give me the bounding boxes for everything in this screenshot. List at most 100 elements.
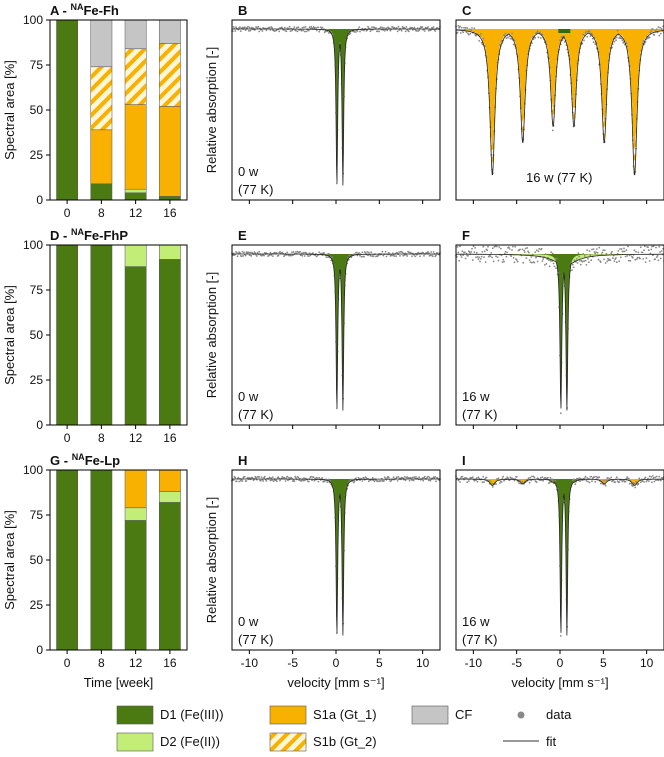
data-point (268, 254, 271, 256)
data-point (486, 249, 489, 252)
data-point (407, 477, 410, 479)
annotation-text: 16 w (77 K) (526, 170, 592, 185)
y-axis-label: Spectral area [%] (2, 510, 17, 610)
data-point (422, 479, 425, 482)
data-point (277, 254, 280, 257)
bar-segment-s1b-gt-2- (159, 43, 181, 107)
data-point (315, 27, 317, 29)
data-point (511, 249, 513, 251)
data-point (523, 251, 526, 254)
data-point (369, 30, 372, 33)
data-point (310, 475, 313, 478)
data-point (604, 484, 607, 487)
data-point (571, 269, 573, 271)
data-point (490, 252, 493, 254)
data-point (576, 477, 579, 480)
data-point (503, 252, 506, 255)
data-point (542, 479, 545, 482)
data-point (639, 257, 641, 260)
data-point (398, 29, 401, 31)
data-point (528, 481, 531, 484)
data-point (549, 477, 552, 479)
data-point (497, 477, 500, 480)
data-point (265, 29, 268, 32)
y-tick-label: 100 (23, 13, 43, 27)
data-point (498, 246, 501, 248)
title-main: Fe-Lp (85, 453, 120, 468)
legend-label: S1b (Gt_2) (313, 734, 377, 749)
data-point (270, 477, 273, 479)
data-point (467, 255, 469, 257)
data-point (302, 29, 305, 32)
data-point (480, 41, 483, 44)
annotation-text: (77 K) (462, 407, 497, 422)
data-point (554, 479, 557, 482)
fit-line (232, 28, 440, 186)
legend-item-s1a-gt-1-: S1a (Gt_1) (269, 705, 377, 725)
data-point (507, 36, 509, 39)
bar-segment-cf (90, 19, 113, 68)
data-point (654, 258, 657, 260)
title-superscript: NA (70, 2, 83, 12)
data-point (630, 482, 633, 485)
panel-letter: F (462, 228, 470, 243)
data-point (531, 253, 534, 256)
data-point (559, 39, 561, 42)
data-point (583, 477, 586, 479)
data-point (509, 476, 512, 479)
data-point (243, 475, 246, 478)
data-point (383, 480, 385, 482)
data-point (535, 256, 537, 259)
data-point (629, 260, 632, 262)
data-point (524, 247, 527, 250)
data-point (658, 34, 661, 37)
data-point (308, 26, 311, 29)
data-point (571, 263, 574, 266)
data-point (551, 479, 554, 482)
x-tick-label: 0 (64, 431, 71, 445)
y-tick-label: 75 (30, 58, 44, 72)
data-point (573, 478, 576, 481)
data-point (597, 258, 600, 261)
data-point (314, 254, 317, 257)
data-point (620, 37, 623, 40)
data-point (657, 26, 660, 28)
data-point (383, 476, 386, 479)
x-tick-label: 16 (163, 656, 177, 670)
y-tick-label: 25 (30, 373, 44, 387)
data-point (462, 31, 465, 34)
data-point (431, 255, 434, 258)
data-point (391, 254, 393, 257)
data-point (293, 480, 296, 483)
data-point (483, 481, 485, 484)
annotation-text: 0 w (238, 614, 259, 629)
data-point (383, 27, 385, 29)
data-point (491, 486, 494, 488)
data-point (271, 479, 273, 482)
data-point (482, 245, 485, 248)
y-axis-label: Spectral area [%] (2, 60, 17, 160)
x-tick-label: 16 (163, 206, 177, 220)
data-point (499, 43, 501, 46)
data-point (603, 479, 605, 482)
data-point (584, 259, 587, 262)
data-point (262, 480, 265, 482)
data-point (263, 475, 266, 478)
data-point (428, 476, 431, 479)
data-point (303, 477, 305, 480)
data-point (467, 32, 469, 35)
data-point (603, 258, 605, 261)
data-point (652, 477, 655, 479)
data-point (503, 260, 505, 263)
data-point (366, 251, 369, 253)
data-point (339, 42, 341, 44)
data-point (551, 129, 554, 132)
data-point (335, 182, 338, 185)
data-point (291, 251, 293, 254)
x-tick-label: 12 (129, 431, 143, 445)
data-point (456, 31, 459, 34)
bar-panel-d: 0 8 12 16 0 25 50 75 100 Spectral area [%] D - NAF… (2, 227, 188, 445)
data-point (241, 26, 244, 29)
data-point (263, 254, 265, 257)
data-point (395, 476, 398, 479)
